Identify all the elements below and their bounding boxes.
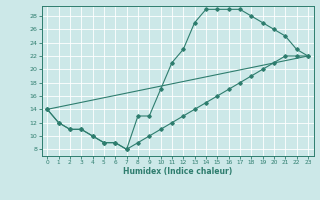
X-axis label: Humidex (Indice chaleur): Humidex (Indice chaleur) — [123, 167, 232, 176]
